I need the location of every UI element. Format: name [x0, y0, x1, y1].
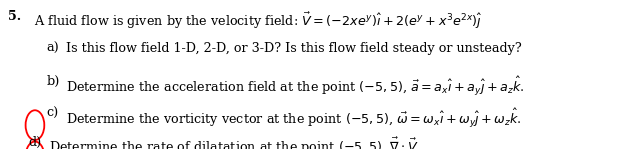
- Text: Is this flow field 1-D, 2-D, or 3-D? Is this flow field steady or unsteady?: Is this flow field 1-D, 2-D, or 3-D? Is …: [66, 42, 521, 55]
- Text: 5.: 5.: [8, 10, 21, 23]
- Text: b): b): [47, 74, 60, 87]
- Text: a): a): [47, 42, 59, 55]
- Text: Determine the acceleration field at the point $(-5,5)$, $\vec{a} = a_x\hat{\imat: Determine the acceleration field at the …: [66, 74, 524, 98]
- Text: A fluid flow is given by the velocity field: $\vec{V} = (-2xe^{y})\hat{\imath} +: A fluid flow is given by the velocity fi…: [34, 10, 483, 31]
- Text: Determine the vorticity vector at the point $(-5,5)$, $\vec{\omega} = \omega_x\h: Determine the vorticity vector at the po…: [66, 107, 522, 130]
- Text: c): c): [47, 107, 59, 120]
- Text: d): d): [28, 136, 41, 149]
- Text: Determine the rate of dilatation at the point $(-5,5)$, $\vec{\nabla}\cdot\vec{V: Determine the rate of dilatation at the …: [49, 136, 421, 149]
